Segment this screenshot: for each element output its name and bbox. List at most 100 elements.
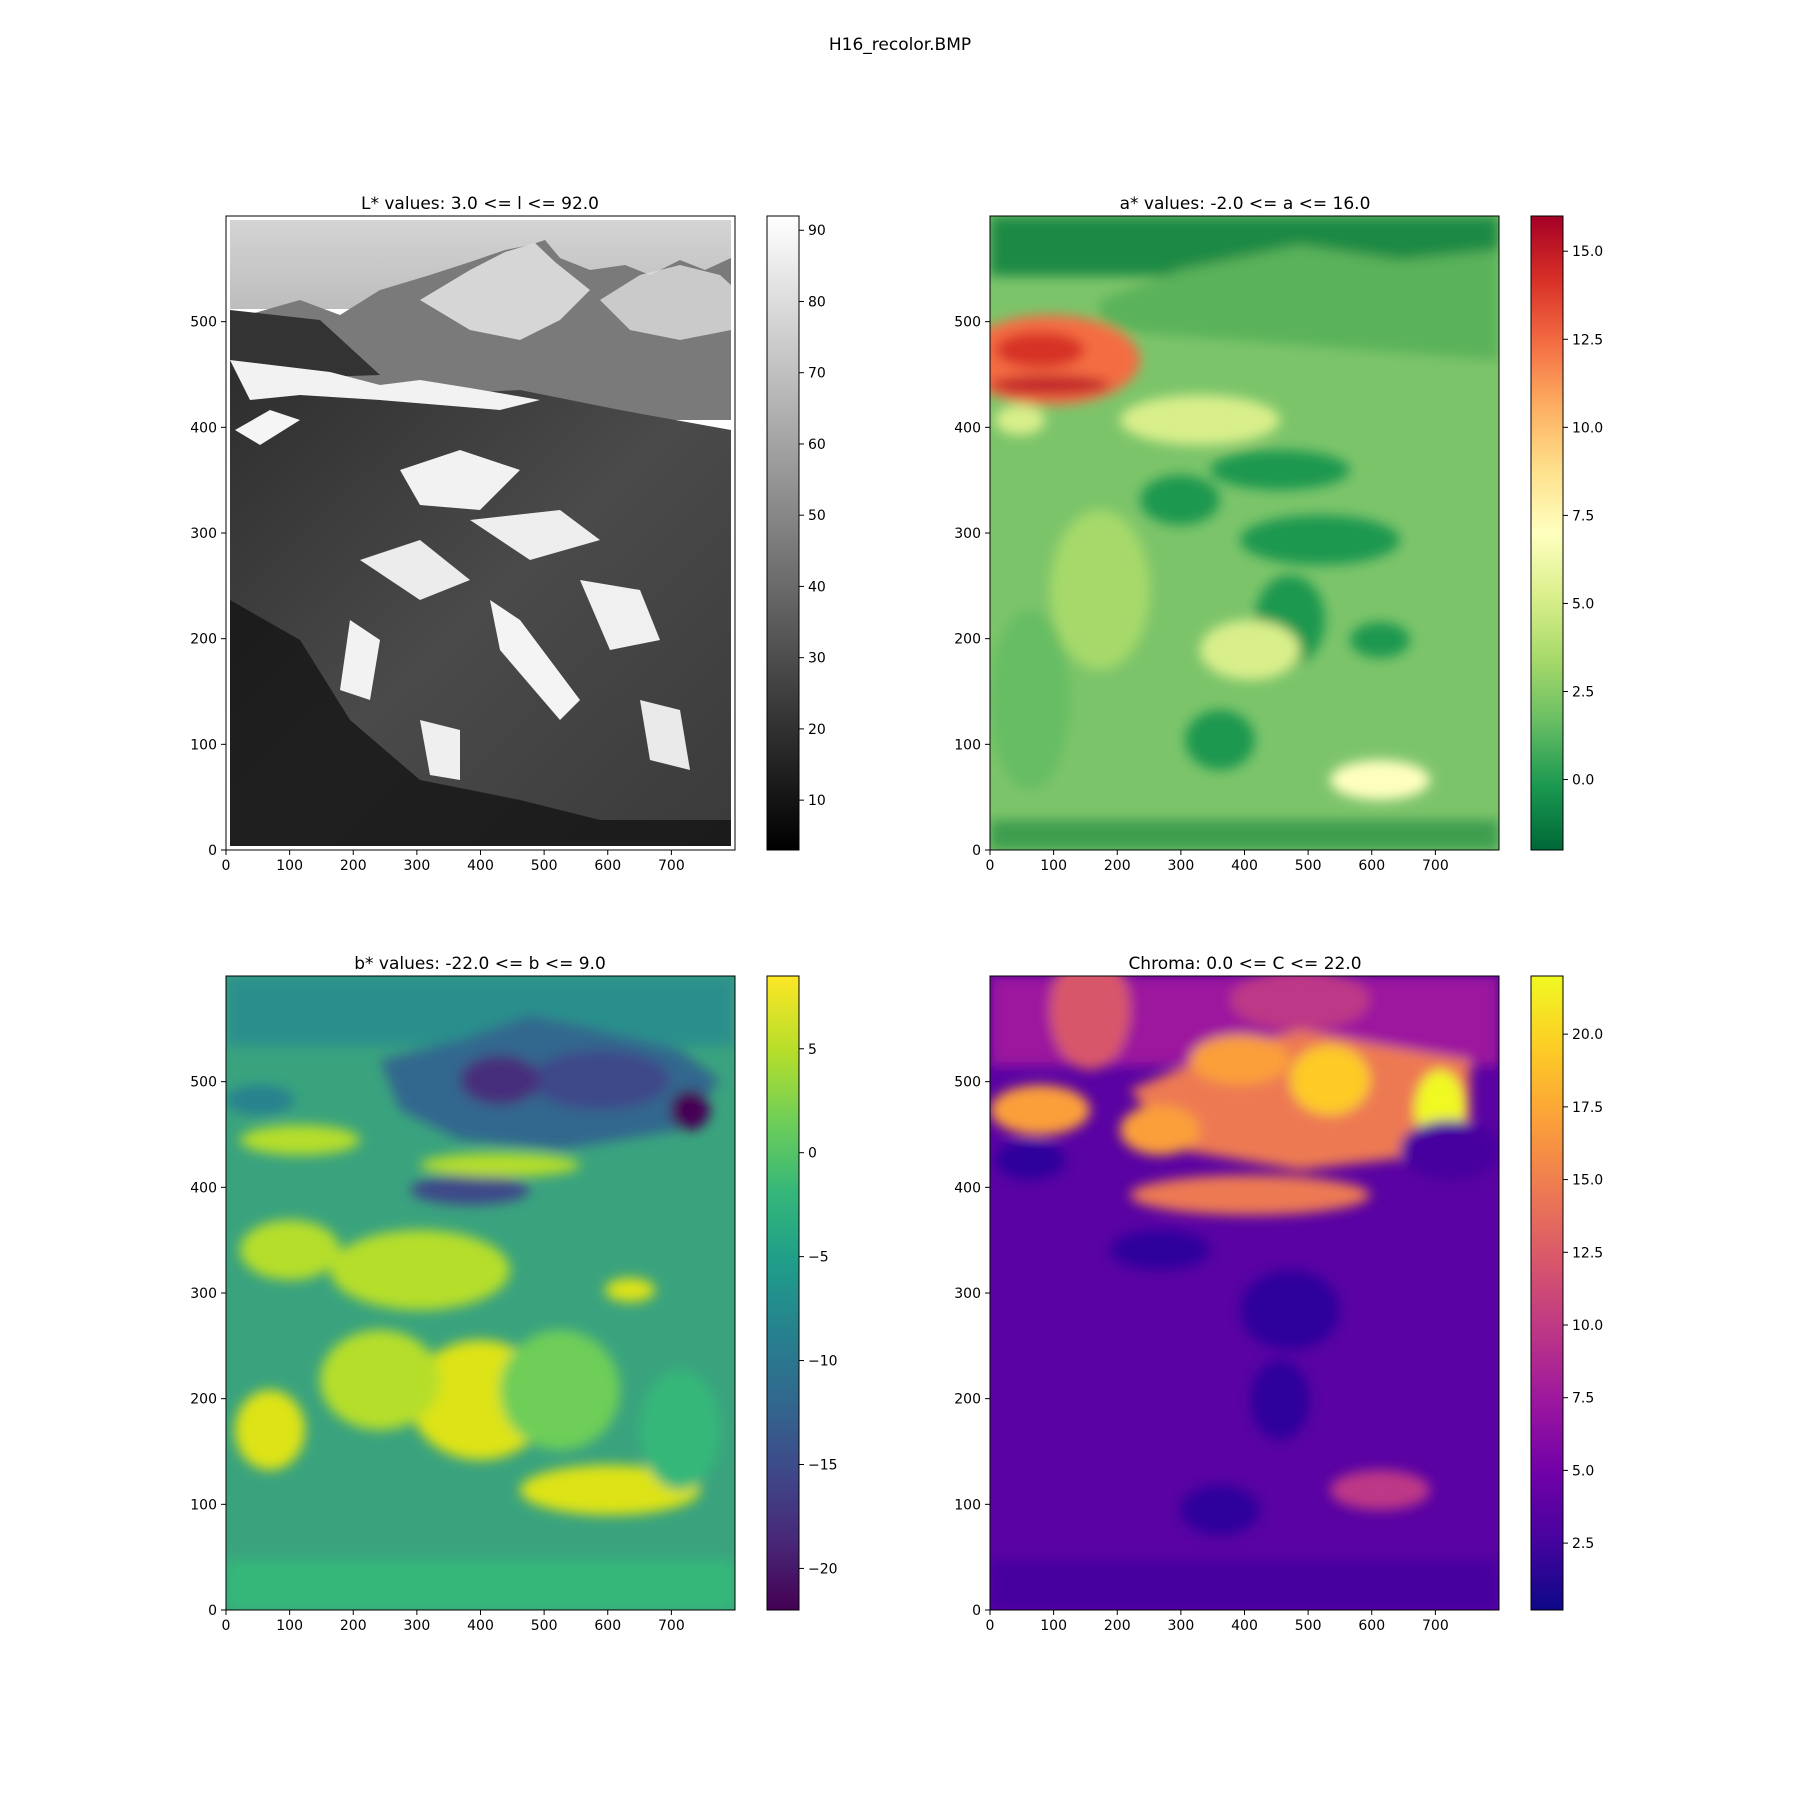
colorbar-tick-label: 10.0 — [1572, 1318, 1603, 1334]
bstar-image — [226, 976, 735, 1610]
x-tick-label: 700 — [658, 858, 685, 874]
x-tick-label: 700 — [1422, 858, 1449, 874]
x-tick-label: 500 — [1295, 1618, 1322, 1634]
x-tick-label: 400 — [1231, 1618, 1258, 1634]
x-tick-label: 200 — [340, 1618, 367, 1634]
colorbar-tick-label: 80 — [808, 294, 826, 310]
panel-astar: a* values: -2.0 <= a <= 16.0 — [954, 194, 1603, 874]
y-tick-label: 200 — [954, 1392, 981, 1408]
colorbar-tick-label: 5.0 — [1572, 596, 1594, 612]
x-tick-label: 600 — [594, 1618, 621, 1634]
axis-ticks: 0 100 200 300 400 500 600 700 0 100 200 300 400 500 — [190, 315, 684, 874]
colorbar-chroma: 2.5 5.0 7.5 10.0 12.5 15.0 17.5 20.0 — [1530, 975, 1603, 1611]
x-tick-label: 500 — [1295, 858, 1322, 874]
x-tick-label: 0 — [222, 858, 231, 874]
colorbar-tick-label: 2.5 — [1572, 1536, 1594, 1552]
x-tick-label: 400 — [1231, 858, 1258, 874]
x-tick-label: 200 — [1104, 858, 1131, 874]
axis-ticks: 0 100 200 300 400 500 600 700 0 100 200 300 400 500 — [190, 1075, 684, 1634]
colorbar-tick-label: 70 — [808, 366, 826, 382]
y-tick-label: 0 — [972, 1603, 981, 1619]
y-tick-label: 200 — [954, 632, 981, 648]
colorbar-tick-label: 20 — [808, 722, 826, 738]
colorbar-tick-label: 60 — [808, 437, 826, 453]
x-tick-label: 0 — [986, 858, 995, 874]
x-tick-label: 300 — [1168, 1618, 1195, 1634]
y-tick-label: 100 — [190, 737, 217, 753]
x-tick-label: 0 — [222, 1618, 231, 1634]
colorbar-tick-label: 50 — [808, 508, 826, 524]
y-tick-label: 300 — [954, 1286, 981, 1302]
colorbar-lstar: 10 20 30 40 50 60 70 80 90 — [766, 215, 826, 851]
colorbar-tick-label: 0 — [808, 1146, 817, 1162]
y-tick-label: 300 — [954, 526, 981, 542]
axis-ticks: 0 100 200 300 400 500 600 700 0 100 200 300 400 500 — [954, 315, 1448, 874]
x-tick-label: 700 — [1422, 1618, 1449, 1634]
astar-image — [990, 216, 1499, 850]
y-tick-label: 0 — [208, 1603, 217, 1619]
x-tick-label: 500 — [531, 1618, 558, 1634]
colorbar-tick-label: 15.0 — [1572, 244, 1603, 260]
x-tick-label: 300 — [404, 1618, 431, 1634]
colorbar-tick-label: 90 — [808, 223, 826, 239]
colorbar-tick-label: 5 — [808, 1042, 817, 1058]
colorbar-tick-label: 40 — [808, 579, 826, 595]
colorbar-tick-label: 7.5 — [1572, 1391, 1594, 1407]
y-tick-label: 100 — [190, 1497, 217, 1513]
colorbar-tick-label: 12.5 — [1572, 332, 1603, 348]
y-tick-label: 300 — [190, 1286, 217, 1302]
y-tick-label: 500 — [190, 315, 217, 331]
colorbar-tick-label: 12.5 — [1572, 1245, 1603, 1261]
y-tick-label: 200 — [190, 1392, 217, 1408]
colorbar-tick-label: 5.0 — [1572, 1463, 1594, 1479]
colorbar-tick-label: −15 — [808, 1457, 838, 1473]
lstar-image — [226, 216, 735, 850]
y-tick-label: 200 — [190, 632, 217, 648]
panel-title: b* values: -22.0 <= b <= 9.0 — [354, 954, 606, 974]
x-tick-label: 100 — [1040, 1618, 1067, 1634]
x-tick-label: 400 — [467, 1618, 494, 1634]
y-tick-label: 400 — [954, 1180, 981, 1196]
x-tick-label: 500 — [531, 858, 558, 874]
colorbar-tick-label: 2.5 — [1572, 685, 1594, 701]
y-tick-label: 500 — [190, 1075, 217, 1091]
x-tick-label: 200 — [340, 858, 367, 874]
y-tick-label: 400 — [190, 420, 217, 436]
y-tick-label: 500 — [954, 315, 981, 331]
colorbar-tick-label: 17.5 — [1572, 1100, 1603, 1116]
x-tick-label: 600 — [1358, 858, 1385, 874]
colorbar-tick-label: 30 — [808, 651, 826, 667]
x-tick-label: 100 — [276, 1618, 303, 1634]
colorbar-tick-label: 15.0 — [1572, 1173, 1603, 1189]
chroma-image — [990, 976, 1499, 1610]
x-tick-label: 300 — [1168, 858, 1195, 874]
axis-ticks: 0 100 200 300 400 500 600 700 0 100 200 300 400 500 — [954, 1075, 1448, 1634]
colorbar-bstar: −20 −15 −10 −5 0 5 — [766, 975, 838, 1611]
colorbar-tick-label: 10 — [808, 793, 826, 809]
x-tick-label: 600 — [594, 858, 621, 874]
panel-bstar: b* values: -22.0 <= b <= 9.0 — [190, 954, 837, 1634]
colorbar-tick-label: −20 — [808, 1561, 838, 1577]
panel-title: a* values: -2.0 <= a <= 16.0 — [1120, 194, 1371, 214]
colorbar-tick-label: −10 — [808, 1354, 838, 1370]
y-tick-label: 100 — [954, 737, 981, 753]
panel-title: L* values: 3.0 <= l <= 92.0 — [361, 194, 599, 214]
figure-title: H16_recolor.BMP — [829, 35, 971, 55]
y-tick-label: 300 — [190, 526, 217, 542]
colorbar-tick-label: 7.5 — [1572, 508, 1594, 524]
y-tick-label: 500 — [954, 1075, 981, 1091]
y-tick-label: 400 — [190, 1180, 217, 1196]
x-tick-label: 0 — [986, 1618, 995, 1634]
colorbar-tick-label: 0.0 — [1572, 773, 1594, 789]
panel-title: Chroma: 0.0 <= C <= 22.0 — [1128, 954, 1361, 974]
x-tick-label: 400 — [467, 858, 494, 874]
panel-lstar: L* values: 3.0 <= l <= 92.0 — [190, 194, 826, 874]
x-tick-label: 300 — [404, 858, 431, 874]
colorbar-tick-label: −5 — [808, 1250, 829, 1266]
y-tick-label: 0 — [208, 843, 217, 859]
colorbar-tick-label: 20.0 — [1572, 1027, 1603, 1043]
x-tick-label: 200 — [1104, 1618, 1131, 1634]
y-tick-label: 0 — [972, 843, 981, 859]
colorbar-tick-label: 10.0 — [1572, 420, 1603, 436]
